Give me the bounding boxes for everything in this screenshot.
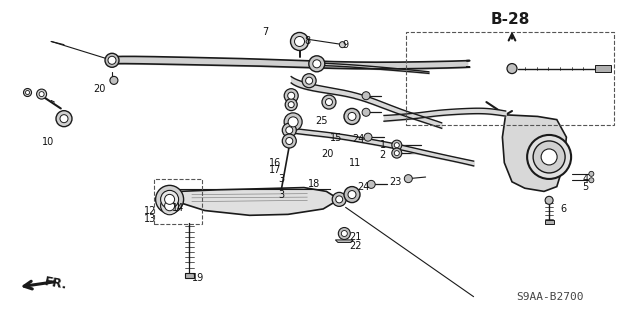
Circle shape: [294, 36, 305, 47]
Circle shape: [339, 227, 350, 240]
Circle shape: [336, 196, 342, 203]
Circle shape: [156, 185, 184, 213]
Text: 18: 18: [307, 179, 320, 189]
Circle shape: [313, 60, 321, 68]
Text: 21: 21: [349, 232, 362, 242]
Text: 12: 12: [144, 205, 157, 216]
Circle shape: [284, 89, 298, 103]
Text: 13: 13: [144, 213, 157, 224]
Circle shape: [392, 148, 402, 158]
Text: 22: 22: [349, 241, 362, 251]
Circle shape: [161, 197, 179, 215]
Circle shape: [288, 102, 294, 108]
Polygon shape: [335, 240, 353, 242]
Bar: [154, 179, 202, 224]
Circle shape: [364, 133, 372, 141]
Bar: [406, 32, 614, 125]
Text: 8: 8: [304, 36, 310, 47]
Circle shape: [589, 178, 594, 183]
Circle shape: [285, 99, 297, 111]
Circle shape: [36, 89, 47, 99]
Circle shape: [309, 56, 325, 72]
Circle shape: [394, 143, 399, 148]
Circle shape: [24, 88, 31, 97]
Circle shape: [348, 112, 356, 121]
Polygon shape: [170, 188, 339, 215]
Circle shape: [108, 56, 116, 64]
Circle shape: [164, 194, 175, 204]
Circle shape: [26, 91, 29, 94]
Circle shape: [291, 33, 308, 50]
Text: 1: 1: [380, 140, 386, 150]
Circle shape: [507, 63, 517, 74]
Circle shape: [282, 134, 296, 148]
Circle shape: [394, 151, 399, 156]
Circle shape: [362, 92, 370, 100]
Circle shape: [527, 135, 571, 179]
Text: 24: 24: [357, 182, 370, 192]
Text: 3: 3: [278, 174, 285, 184]
Text: 14: 14: [172, 203, 184, 213]
Circle shape: [110, 76, 118, 85]
Circle shape: [348, 190, 356, 199]
Circle shape: [288, 117, 298, 127]
Text: 9: 9: [342, 40, 349, 50]
Text: B-28: B-28: [491, 11, 531, 27]
Circle shape: [339, 42, 346, 48]
Circle shape: [344, 108, 360, 124]
Text: 24: 24: [352, 134, 365, 144]
Text: 3: 3: [278, 189, 285, 200]
Circle shape: [39, 92, 44, 97]
Polygon shape: [502, 115, 566, 191]
Text: 16: 16: [269, 158, 282, 168]
Circle shape: [367, 180, 375, 189]
Text: 11: 11: [349, 158, 362, 168]
Text: 20: 20: [321, 149, 334, 159]
Circle shape: [105, 53, 119, 67]
Bar: [545, 220, 554, 224]
Text: 17: 17: [269, 165, 282, 175]
Circle shape: [362, 108, 370, 116]
Text: 19: 19: [192, 273, 205, 283]
Text: 4: 4: [582, 174, 589, 184]
Bar: [185, 273, 194, 278]
Circle shape: [404, 174, 412, 183]
Text: 5: 5: [582, 182, 589, 192]
Circle shape: [164, 201, 175, 211]
Text: 25: 25: [316, 116, 328, 126]
Text: 15: 15: [330, 133, 342, 143]
Circle shape: [332, 192, 346, 206]
Bar: [595, 65, 611, 72]
Circle shape: [541, 149, 557, 165]
Circle shape: [286, 137, 292, 145]
Circle shape: [589, 171, 594, 176]
Circle shape: [161, 190, 179, 208]
Circle shape: [284, 113, 302, 131]
Text: FR.: FR.: [44, 276, 68, 292]
Circle shape: [56, 111, 72, 127]
Circle shape: [306, 77, 312, 84]
Circle shape: [341, 231, 348, 236]
Text: S9AA-B2700: S9AA-B2700: [516, 292, 584, 302]
Circle shape: [322, 95, 336, 109]
Circle shape: [326, 99, 332, 106]
Text: 23: 23: [389, 177, 402, 187]
Circle shape: [302, 74, 316, 88]
Circle shape: [282, 123, 296, 137]
Circle shape: [288, 92, 294, 99]
Circle shape: [533, 141, 565, 173]
Text: 10: 10: [42, 137, 54, 147]
Circle shape: [286, 127, 292, 134]
Text: 6: 6: [560, 204, 566, 214]
Circle shape: [60, 115, 68, 123]
Circle shape: [344, 187, 360, 203]
Circle shape: [545, 196, 553, 204]
Circle shape: [392, 140, 402, 150]
Text: 7: 7: [262, 27, 269, 37]
Text: 20: 20: [93, 84, 106, 94]
Text: 2: 2: [380, 150, 386, 160]
